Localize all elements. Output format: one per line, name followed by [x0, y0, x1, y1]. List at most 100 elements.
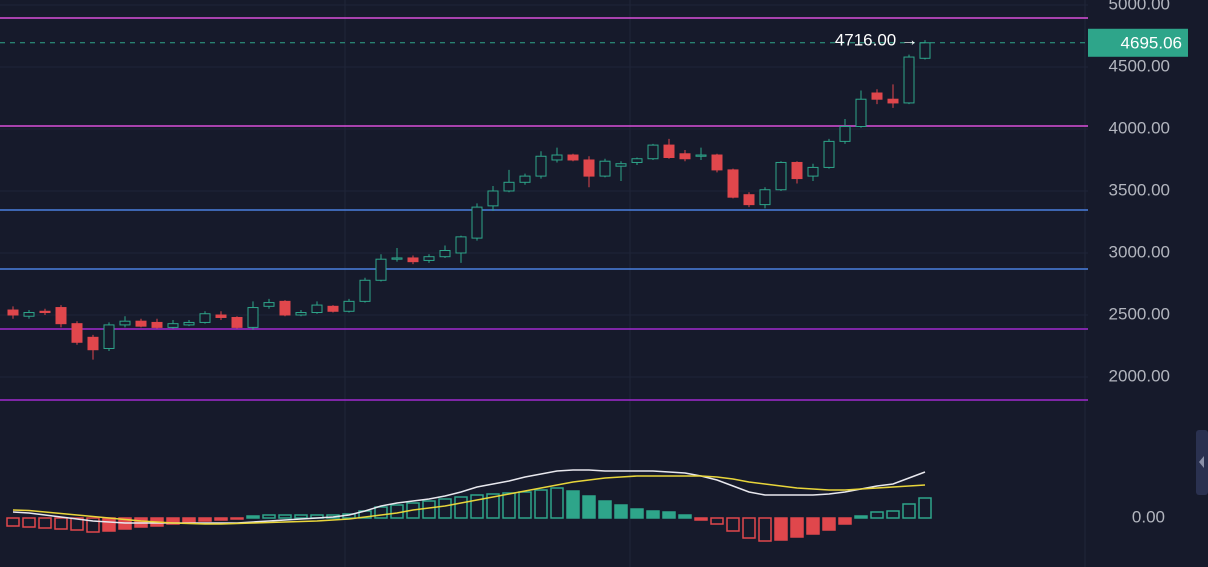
y-tick-label: 2000.00: [1109, 366, 1170, 385]
histogram-bar: [566, 490, 580, 519]
handle-arrow: [1199, 456, 1204, 468]
candle-body: [167, 323, 179, 328]
candle-body: [807, 166, 819, 177]
price-annotation: 4716.00 →: [835, 31, 918, 50]
histogram-bar: [822, 517, 836, 531]
candle-body: [327, 305, 339, 312]
y-tick-label: 2500.00: [1109, 304, 1170, 323]
histogram-bar: [550, 487, 564, 519]
histogram-bar: [918, 497, 932, 519]
histogram-bar: [806, 517, 820, 535]
candle-body: [359, 279, 371, 302]
y-tick-label: 0.00: [1132, 507, 1165, 526]
histogram-bar: [774, 517, 788, 541]
histogram-bar: [854, 515, 868, 519]
candle-body: [119, 320, 131, 326]
histogram-bar: [790, 517, 804, 538]
candle-body: [471, 206, 483, 239]
histogram-bar: [6, 517, 20, 527]
histogram-bar: [246, 515, 260, 519]
histogram-bar: [870, 511, 884, 519]
candle-body: [151, 321, 163, 328]
y-tick-label: 5000.00: [1109, 0, 1170, 13]
candle-body: [135, 320, 147, 327]
candle-body: [519, 175, 531, 183]
histogram-bar: [182, 517, 196, 523]
histogram-bar: [838, 517, 852, 525]
candle-body: [919, 42, 931, 59]
candle-body: [487, 190, 499, 207]
histogram-bar: [422, 500, 436, 519]
candle-body: [103, 324, 115, 349]
candle-body: [615, 163, 627, 167]
histogram-bar: [726, 517, 740, 532]
candle-body: [87, 336, 99, 351]
histogram-bar: [230, 517, 244, 520]
histogram-bar: [374, 506, 388, 519]
candle-body: [295, 312, 307, 316]
y-tick-label: 3500.00: [1109, 180, 1170, 199]
candle-body: [791, 161, 803, 180]
histogram-bar: [166, 517, 180, 525]
candle-body: [39, 310, 51, 314]
candle-body: [343, 300, 355, 312]
candle-body: [455, 236, 467, 254]
candle-body: [695, 154, 707, 157]
y-tick-label: 4500.00: [1109, 56, 1170, 75]
candle-body: [711, 154, 723, 171]
histogram-bar: [294, 514, 308, 519]
last-price-tag: [1088, 28, 1188, 57]
candle-body: [71, 323, 83, 343]
candle-body: [759, 189, 771, 206]
candle-body: [215, 314, 227, 318]
last-price-label: 4695.06: [1121, 33, 1182, 52]
histogram-bar: [886, 510, 900, 519]
y-tick-label: 4000.00: [1109, 118, 1170, 137]
candle-body: [631, 158, 643, 163]
candle-body: [391, 257, 403, 260]
histogram-bar: [582, 495, 596, 519]
histogram-bar: [454, 496, 468, 519]
histogram-bar: [630, 508, 644, 519]
candle-body: [887, 98, 899, 104]
histogram-bar: [262, 514, 276, 519]
histogram-bar: [214, 517, 228, 521]
histogram-bar: [22, 517, 36, 528]
candle-body: [727, 169, 739, 198]
candle-body: [823, 140, 835, 168]
candle-body: [503, 181, 515, 192]
candle-body: [439, 250, 451, 258]
histogram-bar: [54, 517, 68, 530]
y-tick-label: 3000.00: [1109, 242, 1170, 261]
candle-body: [407, 257, 419, 263]
candle-body: [7, 309, 19, 316]
histogram-bar: [198, 517, 212, 522]
candle-body: [839, 125, 851, 142]
candle-body: [279, 300, 291, 316]
candle-body: [231, 316, 243, 328]
candle-body: [375, 258, 387, 281]
candle-body: [247, 307, 259, 328]
histogram-bar: [278, 514, 292, 519]
histogram-bar: [742, 517, 756, 539]
candle-body: [647, 144, 659, 160]
candle-body: [743, 194, 755, 206]
histogram-bar: [70, 517, 84, 531]
candle-body: [535, 155, 547, 177]
candle-body: [263, 302, 275, 307]
histogram-bar: [486, 493, 500, 519]
candle-body: [855, 98, 867, 127]
histogram-bar: [518, 491, 532, 519]
histogram-bar: [902, 503, 916, 519]
histogram-bar: [694, 517, 708, 521]
candle-body: [775, 161, 787, 191]
histogram-bar: [614, 504, 628, 519]
histogram-bar: [662, 511, 676, 519]
candle-body: [903, 56, 915, 104]
histogram-bar: [646, 510, 660, 519]
candle-body: [871, 92, 883, 100]
candle-body: [23, 312, 35, 317]
histogram-bar: [710, 517, 724, 525]
